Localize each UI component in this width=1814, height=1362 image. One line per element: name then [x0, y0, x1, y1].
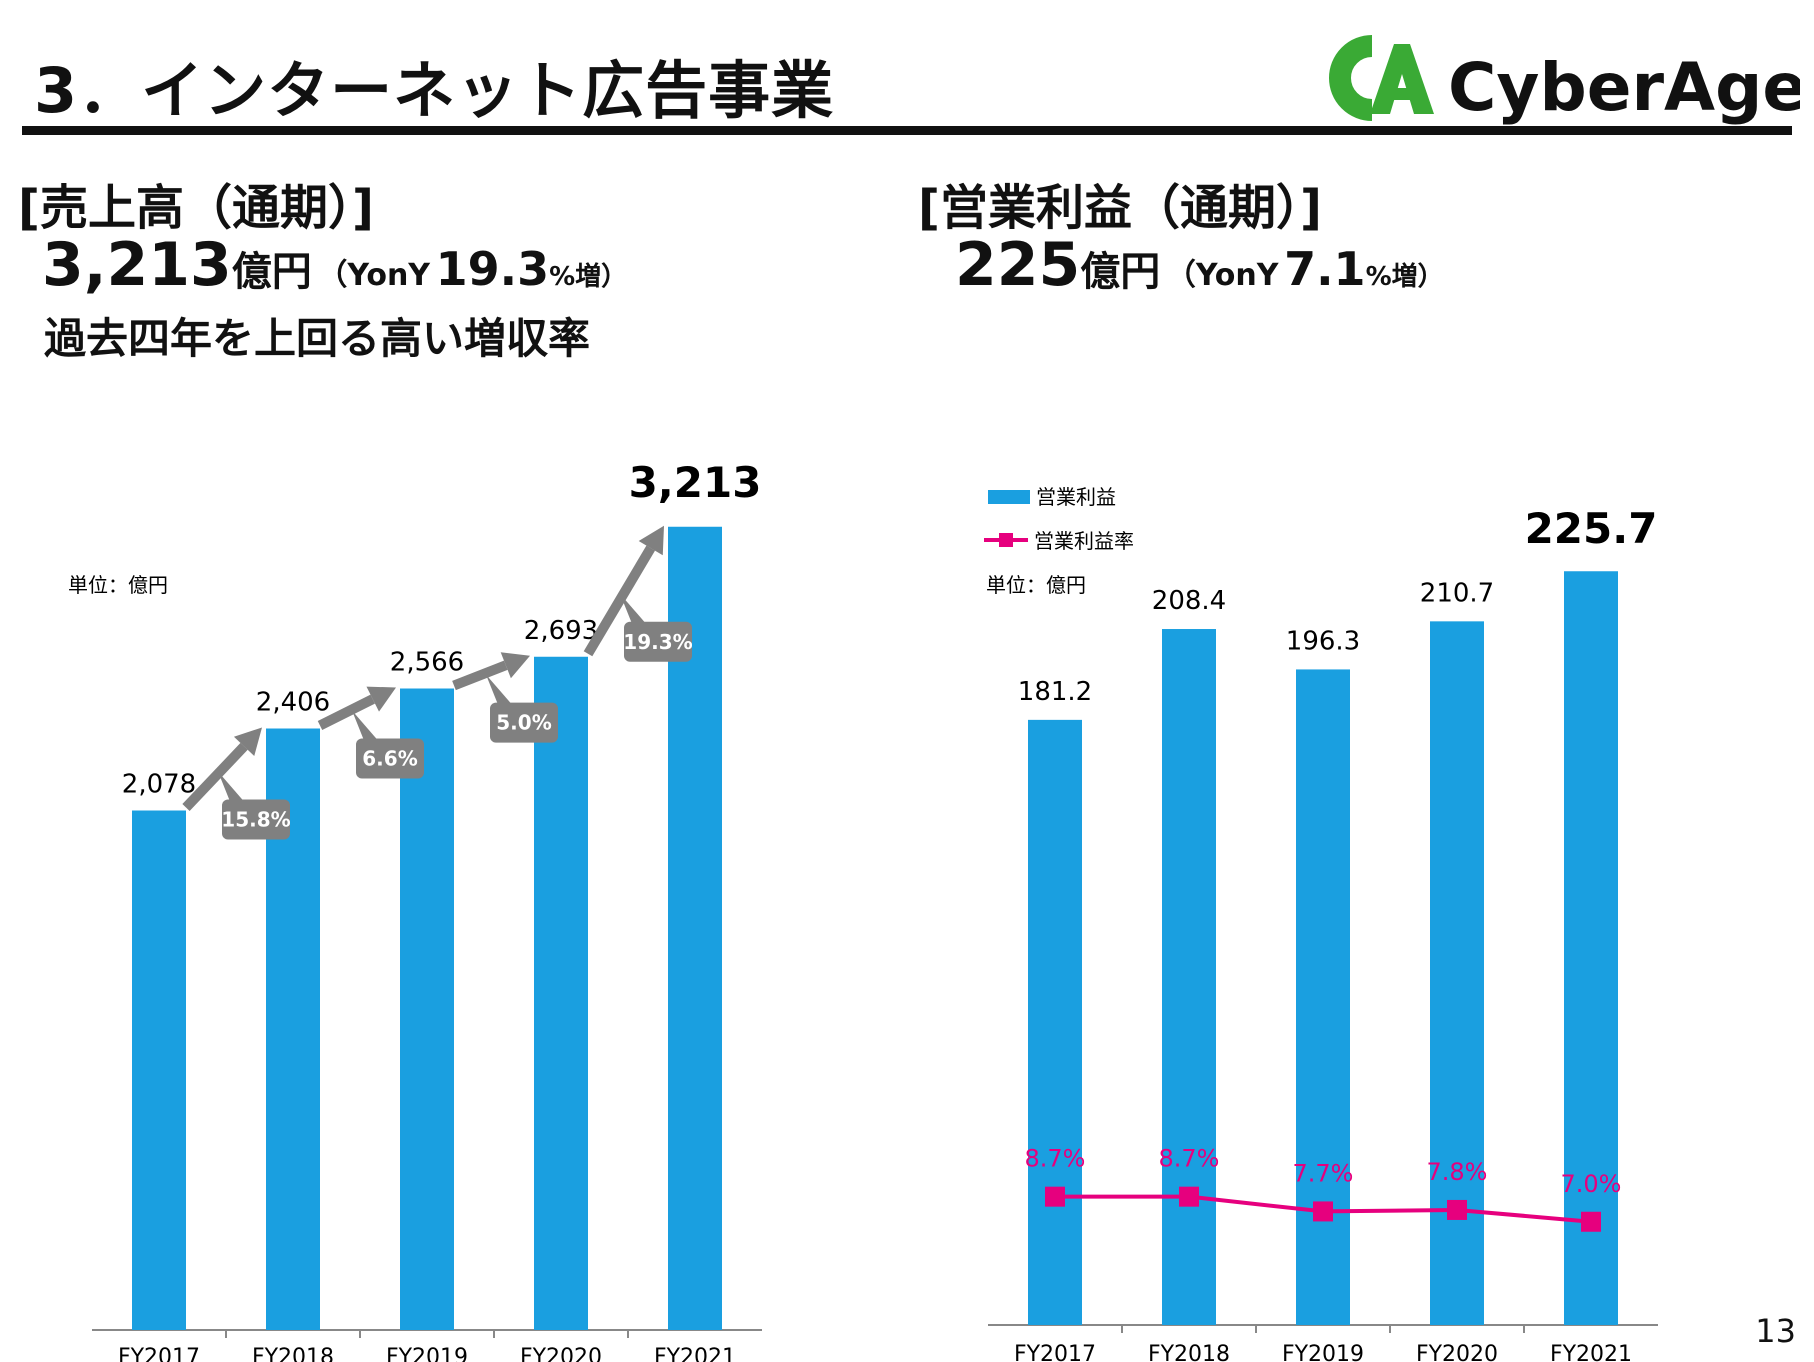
revenue-headline-value: 3,213 [42, 230, 232, 300]
operating-income-value-label: 196.3 [1286, 626, 1360, 656]
growth-arrow [182, 742, 248, 811]
revenue-chart: 単位：億円 2,078 FY2017 2,406 FY2018 2,566 FY2019 2,… [68, 458, 762, 1362]
operating-income-section-title: [営業利益（通期）] [918, 180, 1322, 236]
growth-callout [490, 702, 558, 743]
logo-text: CyberAgent [1448, 49, 1800, 126]
operating-income-value-label: 225.7 [1525, 504, 1658, 553]
growth-rate-label: 15.8% [221, 808, 290, 832]
operating-income-bar [1296, 669, 1350, 1325]
operating-income-headline: 225億円 （YonY 7.1%増） [955, 230, 1444, 300]
oi-yoy-prefix: （YonY [1165, 258, 1279, 293]
legend-bar-label: 営業利益 [1036, 485, 1116, 509]
unit-note: 単位：億円 [68, 573, 168, 597]
growth-rate-label: 5.0% [496, 711, 551, 735]
growth-arrow [317, 694, 375, 730]
unit-note: 単位：億円 [986, 573, 1086, 597]
revenue-yoy-prefix: （YonY [317, 258, 431, 293]
revenue-yoy-suffix: %増） [549, 262, 628, 292]
growth-arrowhead [366, 686, 396, 712]
margin-marker [1045, 1186, 1065, 1207]
operating-income-bar [1162, 629, 1216, 1325]
revenue-value-label: 2,078 [122, 770, 196, 800]
revenue-yoy-value: 19.3 [435, 242, 550, 296]
legend-line-label: 営業利益率 [1034, 529, 1134, 553]
callout-pointer [218, 771, 244, 802]
revenue-bar [400, 688, 454, 1330]
x-tick-label: FY2017 [118, 1345, 200, 1362]
legend-line-marker [999, 533, 1013, 547]
growth-arrowhead [638, 525, 664, 556]
callout-pointer [620, 593, 646, 624]
page-number: 13 [1755, 1312, 1796, 1350]
margin-rate-label: 8.7% [1025, 1145, 1086, 1173]
operating-income-value-label: 210.7 [1420, 578, 1494, 608]
x-tick-label: FY2021 [654, 1345, 736, 1362]
margin-marker [1179, 1186, 1199, 1207]
growth-rate-label: 19.3% [623, 630, 692, 654]
margin-rate-label: 8.7% [1159, 1145, 1220, 1173]
growth-callout [356, 738, 424, 779]
x-tick-label: FY2020 [520, 1345, 602, 1362]
cyberagent-logo: CyberAgent [1310, 28, 1814, 128]
revenue-value-label: 2,566 [390, 648, 464, 678]
growth-arrow [452, 660, 508, 691]
revenue-bar [132, 810, 186, 1330]
revenue-value-label: 2,406 [256, 688, 330, 718]
ca-mark-icon [1329, 35, 1434, 121]
margin-rate-label: 7.0% [1561, 1170, 1622, 1198]
callout-pointer [486, 674, 512, 705]
growth-callout [624, 621, 692, 662]
margin-rate-label: 7.8% [1427, 1158, 1488, 1186]
operating-income-bar [1028, 719, 1082, 1325]
oi-headline-value: 225 [955, 230, 1081, 300]
x-tick-label: FY2017 [1014, 1342, 1096, 1362]
x-tick-label: FY2018 [1148, 1342, 1230, 1362]
revenue-headline: 3,213億円 （YonY 19.3%増） [42, 230, 627, 300]
x-tick-label: FY2020 [1416, 1342, 1498, 1362]
oi-yoy-value: 7.1 [1284, 242, 1366, 296]
growth-arrowhead [233, 727, 262, 756]
revenue-value-label: 2,693 [524, 616, 598, 646]
revenue-bar [534, 656, 588, 1330]
callout-pointer [352, 710, 378, 741]
revenue-headline-unit: 億円 [231, 249, 312, 295]
growth-arrow [583, 545, 656, 657]
margin-marker [1313, 1201, 1333, 1222]
x-tick-label: FY2018 [252, 1345, 334, 1362]
revenue-value-label: 3,213 [629, 458, 762, 507]
revenue-section-title: [売上高（通期）] [18, 180, 374, 236]
legend-bar-swatch [988, 490, 1030, 504]
margin-marker [1581, 1211, 1601, 1232]
margin-marker [1447, 1199, 1467, 1220]
operating-income-bar [1564, 571, 1618, 1325]
revenue-description: 過去四年を上回る高い増収率 [44, 314, 591, 363]
growth-arrowhead [500, 652, 530, 679]
x-tick-label: FY2019 [386, 1345, 468, 1362]
x-tick-label: FY2021 [1550, 1342, 1632, 1362]
page-title: 3．インターネット広告事業 [34, 54, 835, 127]
growth-rate-label: 6.6% [362, 747, 417, 771]
growth-callout [222, 799, 290, 840]
operating-income-value-label: 181.2 [1018, 677, 1092, 707]
margin-rate-label: 7.7% [1293, 1159, 1354, 1187]
oi-yoy-suffix: %増） [1365, 262, 1444, 292]
oi-headline-unit: 億円 [1080, 249, 1161, 295]
x-tick-label: FY2019 [1282, 1342, 1364, 1362]
header-divider [22, 126, 1792, 135]
operating-income-value-label: 208.4 [1152, 586, 1226, 616]
